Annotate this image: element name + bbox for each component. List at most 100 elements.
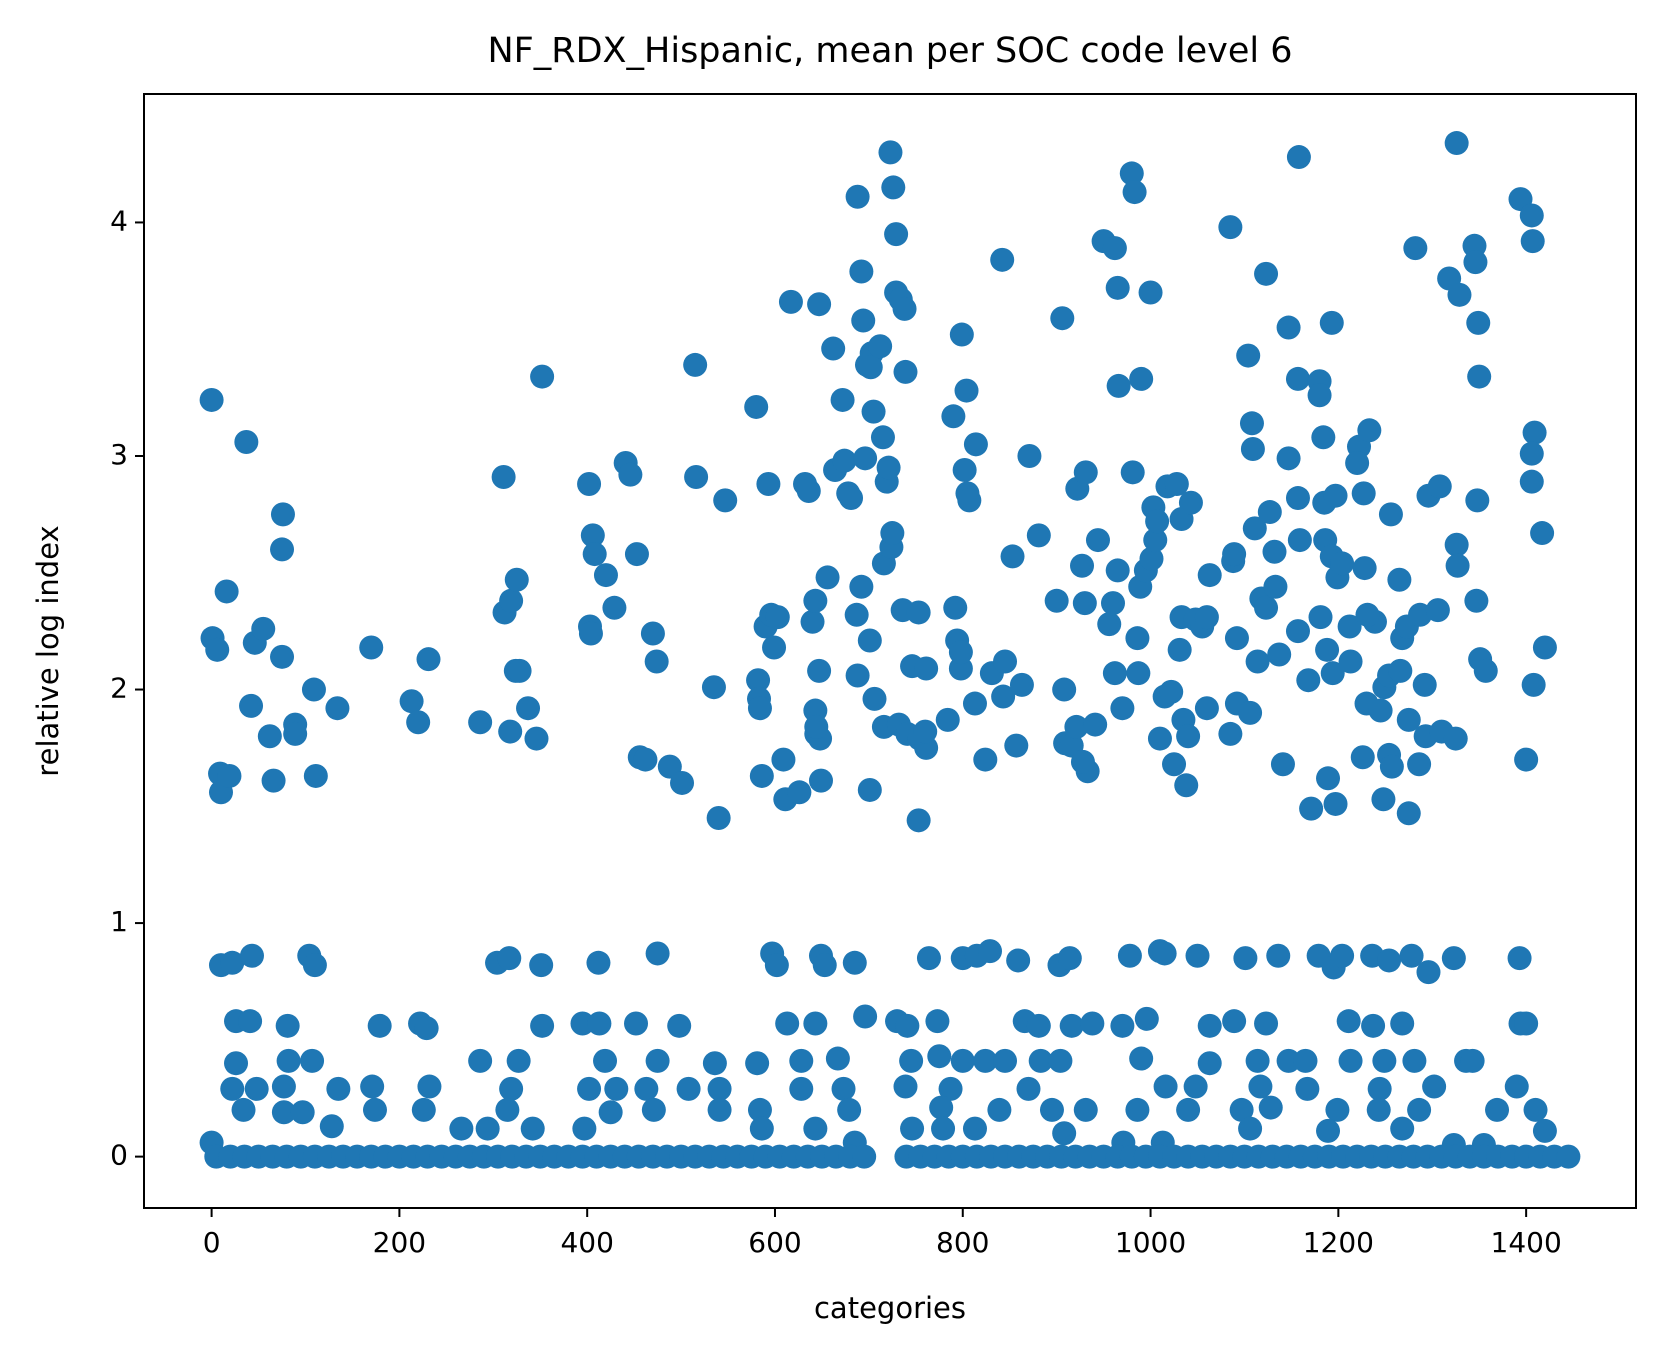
- data-point: [1039, 1097, 1064, 1122]
- data-point: [1507, 946, 1532, 971]
- data-point: [497, 946, 522, 971]
- data-point: [1523, 1097, 1548, 1122]
- data-point: [1390, 1116, 1415, 1141]
- data-point: [468, 710, 493, 735]
- data-point: [746, 668, 771, 693]
- data-point: [275, 1013, 300, 1038]
- data-point: [1125, 626, 1150, 651]
- data-point: [702, 1051, 727, 1076]
- data-point: [830, 387, 855, 412]
- data-point: [952, 458, 977, 483]
- data-point: [745, 1051, 770, 1076]
- data-point: [1197, 1051, 1222, 1076]
- data-point: [1316, 766, 1341, 791]
- data-point: [1403, 236, 1428, 261]
- data-point: [876, 455, 901, 480]
- data-point: [1245, 1048, 1270, 1073]
- x-tick-label: 0: [203, 1226, 221, 1259]
- data-point: [468, 1048, 493, 1073]
- data-point: [1315, 637, 1340, 662]
- data-point: [214, 579, 239, 604]
- data-point: [261, 768, 286, 793]
- data-point: [283, 721, 308, 746]
- data-point: [701, 675, 726, 700]
- data-point: [1017, 443, 1042, 468]
- data-point: [491, 465, 516, 490]
- data-point: [749, 1116, 774, 1141]
- data-point: [892, 296, 917, 321]
- data-point: [1519, 469, 1544, 494]
- data-point: [1147, 726, 1172, 751]
- data-point: [1152, 941, 1177, 966]
- data-point: [670, 770, 695, 795]
- data-point: [1224, 626, 1249, 651]
- data-point: [1026, 1013, 1051, 1038]
- data-point: [1295, 1076, 1320, 1101]
- data-point: [239, 943, 264, 968]
- data-point: [667, 1013, 692, 1038]
- data-point: [895, 1013, 920, 1038]
- data-point: [257, 724, 282, 749]
- data-point: [1519, 441, 1544, 466]
- data-point: [1110, 1013, 1135, 1038]
- data-point: [251, 616, 276, 641]
- data-point: [1514, 1011, 1539, 1036]
- data-point: [1276, 446, 1301, 471]
- data-point: [868, 334, 893, 359]
- data-point: [367, 1013, 392, 1038]
- data-point: [1443, 726, 1468, 751]
- data-point: [1323, 483, 1348, 508]
- data-point: [1287, 528, 1312, 553]
- data-point: [1473, 658, 1498, 683]
- data-point: [1145, 509, 1170, 534]
- data-point: [1338, 1048, 1363, 1073]
- data-point: [1044, 588, 1069, 613]
- data-point: [1266, 943, 1291, 968]
- data-point: [1467, 364, 1492, 389]
- data-point: [1263, 574, 1288, 599]
- data-point: [475, 1116, 500, 1141]
- data-point: [845, 184, 870, 209]
- data-point: [1466, 310, 1491, 335]
- data-point: [684, 465, 709, 490]
- data-point: [1445, 553, 1470, 578]
- data-point: [618, 462, 643, 487]
- data-point: [270, 537, 295, 562]
- data-point: [1072, 591, 1097, 616]
- data-point: [771, 747, 796, 772]
- data-point: [604, 1076, 629, 1101]
- data-point: [749, 763, 774, 788]
- data-point: [842, 950, 867, 975]
- data-point: [1070, 553, 1095, 578]
- data-point: [744, 394, 769, 419]
- data-point: [1254, 595, 1279, 620]
- data-point: [645, 1048, 670, 1073]
- data-point: [1070, 749, 1095, 774]
- data-point: [949, 322, 974, 347]
- data-point: [1248, 1074, 1273, 1099]
- data-point: [1407, 1097, 1432, 1122]
- data-point: [1218, 215, 1243, 240]
- data-point: [849, 259, 874, 284]
- data-point: [1367, 1076, 1392, 1101]
- data-point: [1129, 1046, 1154, 1071]
- data-point: [913, 719, 938, 744]
- data-point: [406, 710, 431, 735]
- data-point: [301, 677, 326, 702]
- data-point: [205, 637, 230, 662]
- data-point: [825, 1046, 850, 1071]
- data-point: [1258, 1095, 1283, 1120]
- y-tick-label: 3: [110, 438, 128, 471]
- data-point: [914, 656, 939, 681]
- data-point: [1102, 236, 1127, 261]
- data-point: [1447, 282, 1472, 307]
- data-point: [360, 1074, 385, 1099]
- data-point: [796, 479, 821, 504]
- data-point: [881, 175, 906, 200]
- data-point: [1105, 558, 1130, 583]
- data-point: [870, 425, 895, 450]
- data-point: [1164, 472, 1189, 497]
- data-point: [1307, 383, 1332, 408]
- data-point: [993, 649, 1018, 674]
